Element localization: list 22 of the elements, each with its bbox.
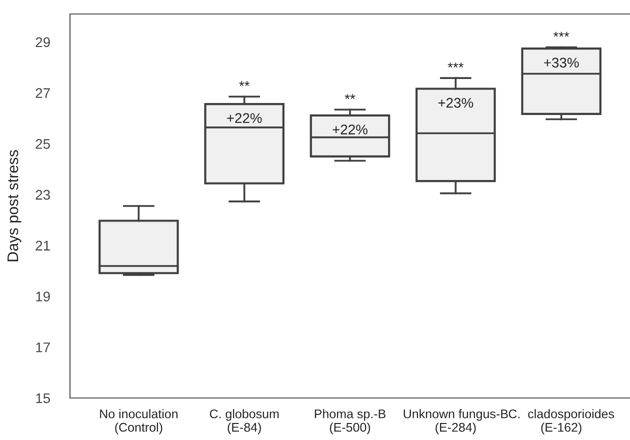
annotation: +22% [227,113,262,123]
y-tick-label: 23 [36,190,50,200]
annotation: +33% [544,58,579,68]
y-tick-label: 15 [36,393,50,404]
x-tick-label: Phoma sp.-B (E-500) [314,409,386,434]
y-tick-label: 19 [36,292,50,302]
y-axis-title: Days post stress [8,150,22,262]
y-tick-label: 17 [36,342,50,352]
y-tick-label: 25 [36,139,50,149]
annotation: *** [448,62,464,68]
y-tick-label: 21 [36,240,50,250]
annotation: +22% [332,124,368,134]
annotation: *** [553,32,570,37]
y-tick-label: 29 [36,37,50,48]
y-tick-label: 27 [36,88,50,98]
x-tick-label: C. cladosporioides (E-162) [508,409,614,434]
x-tick-label: C. globosum (E-84) [210,409,279,434]
annotation: ** [344,94,356,100]
annotation: +23% [438,98,474,108]
annotation: ** [239,81,250,86]
x-tick-label: Unknown fungus-B (E-284) [404,409,508,434]
x-tick-label: No inoculation (Control) [100,409,178,434]
